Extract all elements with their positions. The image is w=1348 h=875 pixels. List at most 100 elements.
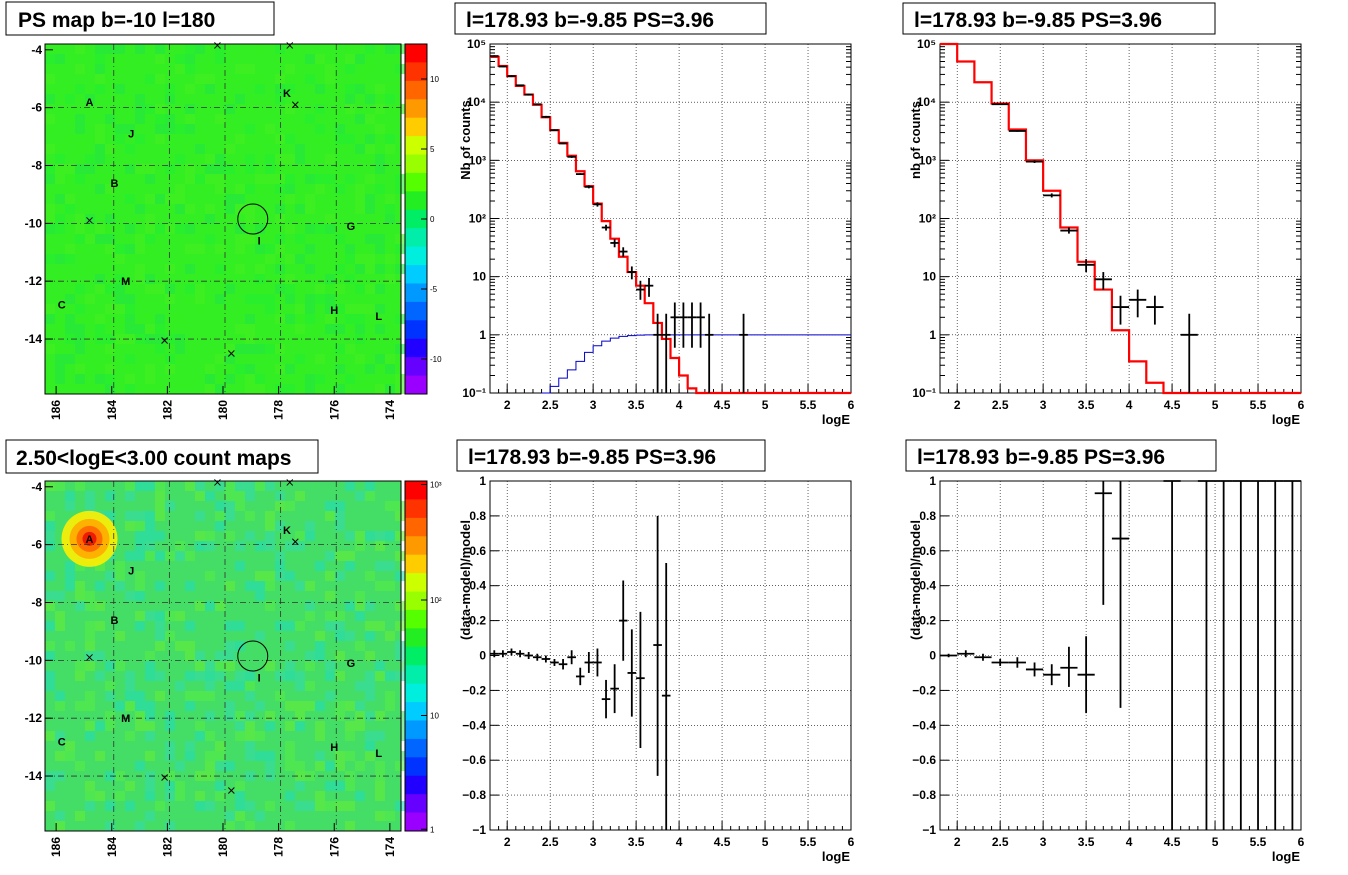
x-tick-label: 5 [1212, 835, 1219, 849]
x-tick-label: 5.5 [1250, 835, 1267, 849]
data-point [575, 173, 585, 175]
y-tick-label: −1 [922, 823, 936, 837]
model-histogram [940, 42, 1301, 395]
map-y-tick-label: -12 [25, 711, 43, 725]
cross-marker [161, 774, 168, 781]
data-point [1025, 160, 1044, 163]
data-point [532, 103, 542, 106]
y-tick-label: −0.6 [912, 753, 936, 767]
x-tick-label: 4 [676, 398, 683, 412]
ps-map-texture [45, 44, 405, 394]
map-y-tick-label: -4 [31, 480, 42, 494]
colorbar-tick-label: 10³ [430, 481, 442, 490]
data-point [1111, 295, 1130, 325]
map-x-tick-label: 182 [160, 837, 174, 857]
y-tick-label: 0.6 [919, 544, 936, 558]
count-map-y-ticks: -4 -6 -8 -10 -12 -14 [25, 480, 53, 783]
x-tick-label: 2.5 [542, 835, 559, 849]
x-tick-label: 2.5 [992, 398, 1009, 412]
target-circle [237, 203, 269, 235]
data-point [627, 266, 637, 280]
x-tick-label: 2.5 [992, 835, 1009, 849]
source-label: H [330, 742, 338, 754]
spectrum-2-title: l=178.93 b=-9.85 PS=3.96 [914, 9, 1162, 32]
chart-res2: 2 2.5 3 3.5 4 4.5 5 5.5 6 1 0.8 0.6 0.4 0.2 0 −0.2 −0.4 −… [912, 474, 1304, 849]
data-point [704, 313, 714, 393]
source-label: B [111, 178, 119, 190]
y-tick-label: 0.6 [469, 544, 486, 558]
count-map-x-ticks: 186 184 182 180 178 176 174 [49, 823, 397, 857]
data-point [696, 302, 705, 348]
data-point [601, 679, 611, 719]
x-tick-label: 5.5 [1250, 398, 1267, 412]
y-tick-label: −1 [472, 823, 486, 837]
count-map-title-box [5, 439, 319, 474]
data-point [1025, 662, 1044, 677]
ps-map-title: PS map b=-10 l=180 [18, 9, 215, 32]
count-map-texture [45, 481, 405, 831]
ps-map-title-box [5, 1, 275, 36]
data-point [541, 655, 551, 663]
data-point [490, 55, 499, 57]
data-point [1163, 480, 1181, 830]
source-label: I [258, 236, 261, 248]
spectrum-1-title: l=178.93 b=-9.85 PS=3.96 [466, 9, 714, 32]
data-point [653, 313, 662, 393]
source-label: C [58, 299, 66, 311]
source-label: A [86, 97, 94, 109]
y-tick-label: 0 [479, 649, 486, 663]
ps-map-colorbar: 10 5 0 -5 -10 [404, 43, 442, 395]
ps-map-y-ticks: -4 -6 -8 -10 -12 -14 [25, 43, 53, 346]
y-tick-label: 0.2 [469, 614, 486, 628]
residual-2-ylabel: (data-model)/model [908, 520, 923, 640]
colorbar-tick-label: -5 [430, 285, 438, 294]
data-point [1283, 480, 1301, 830]
y-tick-label: −0.4 [912, 718, 936, 732]
spectrum-2-xlabel: logE [1272, 412, 1300, 427]
y-tick-label: 10³ [919, 153, 936, 167]
data-point [739, 313, 748, 393]
map-y-tick-label: -10 [25, 216, 43, 230]
data-point [515, 650, 525, 658]
map-y-tick-label: -10 [25, 653, 43, 667]
y-tick-label: 10³ [469, 153, 486, 167]
data-point [515, 84, 525, 87]
source-label: L [375, 311, 382, 323]
x-tick-label: 2.5 [542, 398, 559, 412]
data-point [1008, 130, 1026, 132]
data-point [687, 302, 697, 348]
data-point [644, 277, 654, 297]
hotspot-ring [82, 531, 97, 546]
source-label: G [347, 658, 356, 670]
y-tick-label: 0.4 [919, 579, 936, 593]
colorbar-tick-label: 10² [430, 596, 442, 605]
residual-1-ylabel: (data-model)/model [458, 520, 473, 640]
y-tick-label: 0.2 [919, 614, 936, 628]
y-tick-label: 1 [479, 328, 486, 342]
count-map-title: 2.50<logE<3.00 count maps [16, 447, 291, 470]
y-tick-label: 10² [469, 212, 486, 226]
source-label: C [58, 736, 66, 748]
source-label: M [121, 713, 130, 725]
x-tick-label: 2 [504, 398, 511, 412]
cross-marker [161, 337, 168, 344]
cross-marker [286, 479, 294, 486]
y-tick-label: 10² [919, 212, 936, 226]
map-y-tick-label: -6 [31, 101, 42, 115]
map-x-tick-label: 184 [105, 837, 119, 857]
x-tick-label: 2 [504, 835, 511, 849]
data-point [558, 142, 568, 145]
count-map-hotspot [61, 510, 118, 567]
residual-1-title-box [456, 439, 766, 472]
data-point [1249, 480, 1267, 830]
y-tick-label: 0.8 [919, 509, 936, 523]
data-point [1111, 481, 1130, 708]
y-tick-label: −0.8 [912, 788, 936, 802]
background-histogram [541, 334, 851, 394]
x-tick-label: 4 [1126, 398, 1133, 412]
x-tick-label: 4.5 [714, 398, 731, 412]
data-point [1094, 272, 1112, 290]
data-point [1008, 657, 1026, 668]
